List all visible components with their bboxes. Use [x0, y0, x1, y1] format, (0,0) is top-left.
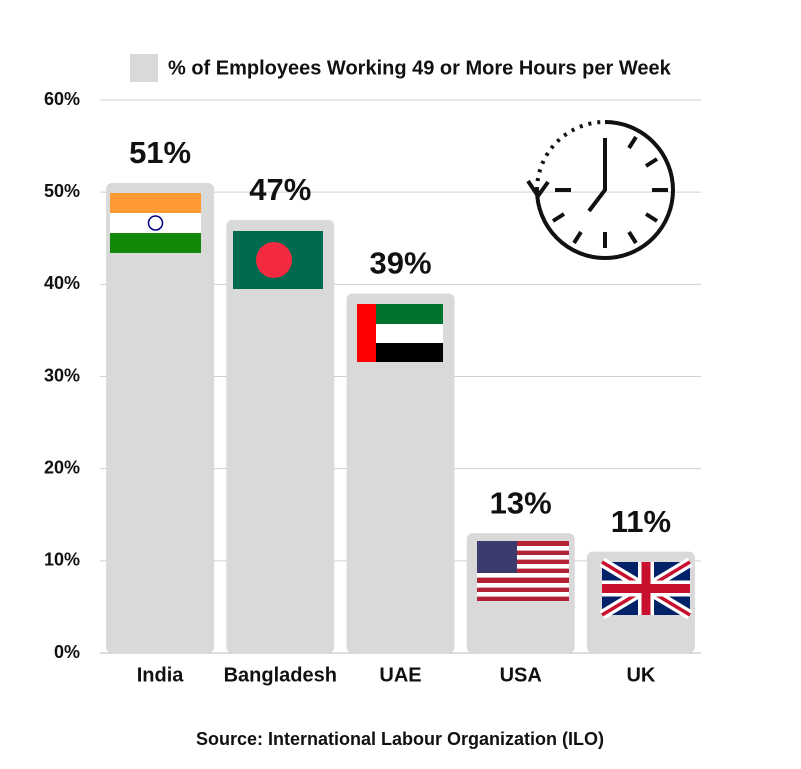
clock-arc: [535, 120, 675, 260]
value-label: 47%: [249, 172, 311, 207]
flag-part: [477, 546, 569, 551]
flag-part: [477, 555, 569, 560]
x-tick-label: UK: [626, 664, 655, 686]
y-tick-label: 0%: [54, 642, 80, 662]
clock-tick: [551, 212, 566, 223]
bar: [226, 219, 335, 654]
clock-tick: [627, 135, 638, 150]
bar: [346, 293, 455, 653]
clock-icon: [526, 120, 675, 260]
flag-part: [357, 343, 443, 362]
clock-arc-dotted: [535, 120, 606, 191]
y-tick-label: 40%: [44, 273, 80, 293]
clock-tick: [627, 230, 638, 245]
legend-label: % of Employees Working 49 or More Hours …: [168, 57, 672, 79]
flag-part: [357, 324, 443, 343]
flag-part: [256, 242, 292, 278]
flag-uk: [599, 557, 693, 620]
flag-part: [477, 583, 569, 588]
y-tick-label: 10%: [44, 550, 80, 570]
clock-tick: [572, 230, 583, 245]
value-label: 13%: [490, 485, 552, 520]
x-tick-label: USA: [500, 664, 542, 686]
flag-part: [357, 304, 443, 324]
flag-part: [477, 592, 569, 597]
flag-part: [602, 562, 690, 615]
flag-part: [357, 304, 376, 362]
clock-arrow: [526, 179, 550, 200]
y-tick-label: 60%: [44, 89, 80, 109]
flag-part: [147, 215, 164, 231]
x-tick-label: UAE: [379, 664, 421, 686]
flag-part: [477, 564, 569, 569]
clock-tick: [644, 157, 659, 168]
x-tick-label: India: [137, 664, 185, 686]
bar: [106, 182, 215, 653]
flags: [110, 193, 693, 620]
flag-part: [110, 213, 201, 233]
value-label: 11%: [611, 504, 671, 539]
value-label: 39%: [369, 246, 431, 281]
y-tick-label: 20%: [44, 457, 80, 477]
x-tick-label: Bangladesh: [224, 664, 337, 686]
flag-part: [477, 573, 569, 578]
y-tick-label: 30%: [44, 365, 80, 385]
legend-swatch: [130, 54, 158, 82]
clock-hands: [587, 138, 607, 213]
y-tick-label: 50%: [44, 181, 80, 201]
flag-part: [477, 541, 517, 573]
source: Source: International Labour Organizatio…: [196, 729, 604, 749]
clock-tick: [644, 212, 659, 223]
flag-part: [110, 193, 201, 213]
flag-usa: [477, 541, 569, 601]
value-label: 51%: [129, 135, 191, 170]
flag-part: [110, 233, 201, 253]
